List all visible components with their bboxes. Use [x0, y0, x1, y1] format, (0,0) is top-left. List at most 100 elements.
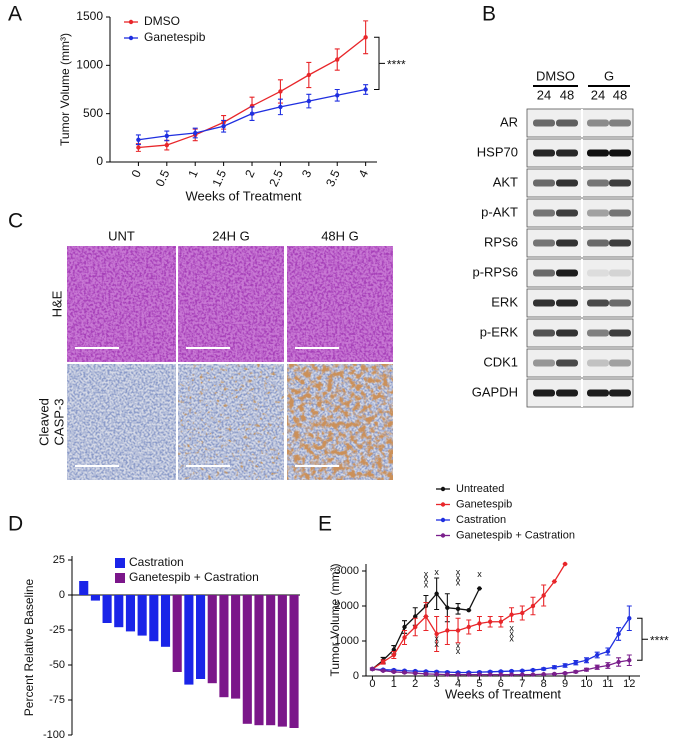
legend-marker — [440, 502, 446, 507]
data-point — [509, 612, 514, 617]
data-point — [466, 608, 471, 613]
y-tick-label: -100 — [43, 729, 65, 741]
histology-texture — [287, 246, 393, 362]
legend-label: Castration — [129, 555, 184, 569]
blot-lane-label: 48 — [613, 87, 627, 102]
legend-marker — [440, 486, 446, 492]
x-tick-label: 3 — [434, 678, 440, 690]
x-tick-label: 2 — [412, 678, 418, 690]
data-point — [434, 672, 439, 677]
data-point — [498, 672, 504, 677]
data-point — [562, 671, 568, 676]
series-line — [138, 36, 367, 149]
data-point — [402, 670, 407, 675]
blot-band — [609, 269, 631, 277]
data-point — [552, 665, 557, 670]
legend-label: Ganetespib + Castration — [456, 529, 575, 541]
data-point — [380, 668, 386, 673]
data-point — [402, 624, 407, 630]
blot-band — [609, 149, 631, 157]
blot-band — [556, 299, 578, 307]
bar — [289, 595, 299, 728]
panel-label: C — [8, 210, 23, 233]
panel-label: B — [482, 3, 496, 26]
data-point — [520, 668, 525, 673]
y-tick-label: 0 — [96, 154, 103, 168]
data-point — [434, 591, 439, 596]
bar — [114, 595, 124, 628]
data-point — [413, 624, 418, 630]
y-tick-label: 0 — [59, 589, 65, 601]
data-point — [584, 667, 589, 672]
death-mark: x — [434, 639, 439, 649]
data-point — [136, 145, 141, 150]
blot-protein-label: GAPDH — [472, 384, 518, 399]
blot-lane-label: 48 — [560, 87, 574, 102]
series-line — [372, 563, 566, 670]
y-tick-label: 2000 — [335, 600, 359, 612]
death-mark: x — [456, 646, 461, 656]
bar — [90, 595, 100, 601]
data-point — [627, 616, 632, 621]
x-tick-label: 2.5 — [266, 167, 286, 188]
blot-band — [587, 119, 609, 127]
data-point — [573, 660, 578, 665]
histology-texture — [67, 246, 176, 362]
death-mark: x — [424, 579, 429, 589]
significance-label: **** — [387, 58, 406, 72]
bar — [125, 595, 136, 632]
legend-label: DMSO — [144, 14, 180, 28]
death-mark: x — [456, 578, 461, 588]
blot-band — [556, 149, 578, 157]
data-point — [487, 619, 493, 624]
data-point — [164, 133, 170, 139]
blot-band — [533, 329, 555, 337]
x-tick-label: 8 — [541, 678, 547, 690]
data-point — [477, 672, 482, 677]
data-point — [445, 605, 450, 610]
y-tick-label: 0 — [353, 670, 359, 682]
histology-stain — [287, 364, 393, 480]
y-axis-label: Tumor Volume (mm³) — [328, 564, 342, 677]
legend-marker — [128, 35, 134, 41]
data-point — [423, 671, 429, 677]
y-tick-label: 1000 — [335, 635, 359, 647]
death-mark: x — [477, 569, 482, 579]
data-point — [455, 628, 461, 633]
data-point — [573, 669, 578, 674]
blot-band — [609, 329, 631, 337]
bar — [254, 595, 264, 726]
blot-band — [609, 389, 631, 397]
blot-protein-label: AKT — [493, 174, 518, 189]
data-point — [413, 671, 418, 676]
blot-band — [533, 179, 555, 187]
data-point — [402, 635, 407, 640]
bar — [160, 595, 171, 647]
data-point — [413, 614, 418, 619]
data-point — [552, 579, 557, 584]
blot-band — [587, 239, 609, 247]
data-point — [391, 647, 397, 652]
blot-band — [587, 179, 609, 187]
legend-label: Ganetespib — [456, 498, 512, 510]
bar — [231, 595, 241, 699]
panel-label: D — [8, 513, 23, 536]
data-point — [520, 672, 525, 677]
histology-row-label: Cleaved — [36, 398, 51, 446]
data-point — [278, 104, 283, 110]
data-point — [335, 57, 340, 62]
legend-label: Ganetespib + Castration — [129, 570, 259, 584]
data-point — [445, 672, 450, 677]
blot-band — [556, 329, 578, 337]
data-point — [594, 652, 600, 658]
y-axis-label: Tumor Volume (mm³) — [58, 33, 72, 146]
blot-band — [587, 389, 609, 397]
data-point — [455, 672, 461, 677]
death-mark: x — [424, 574, 429, 584]
data-point — [498, 619, 504, 624]
data-point — [193, 130, 198, 136]
significance-bracket — [374, 36, 385, 90]
blot-band — [533, 269, 555, 277]
x-tick-label: 10 — [580, 678, 592, 690]
